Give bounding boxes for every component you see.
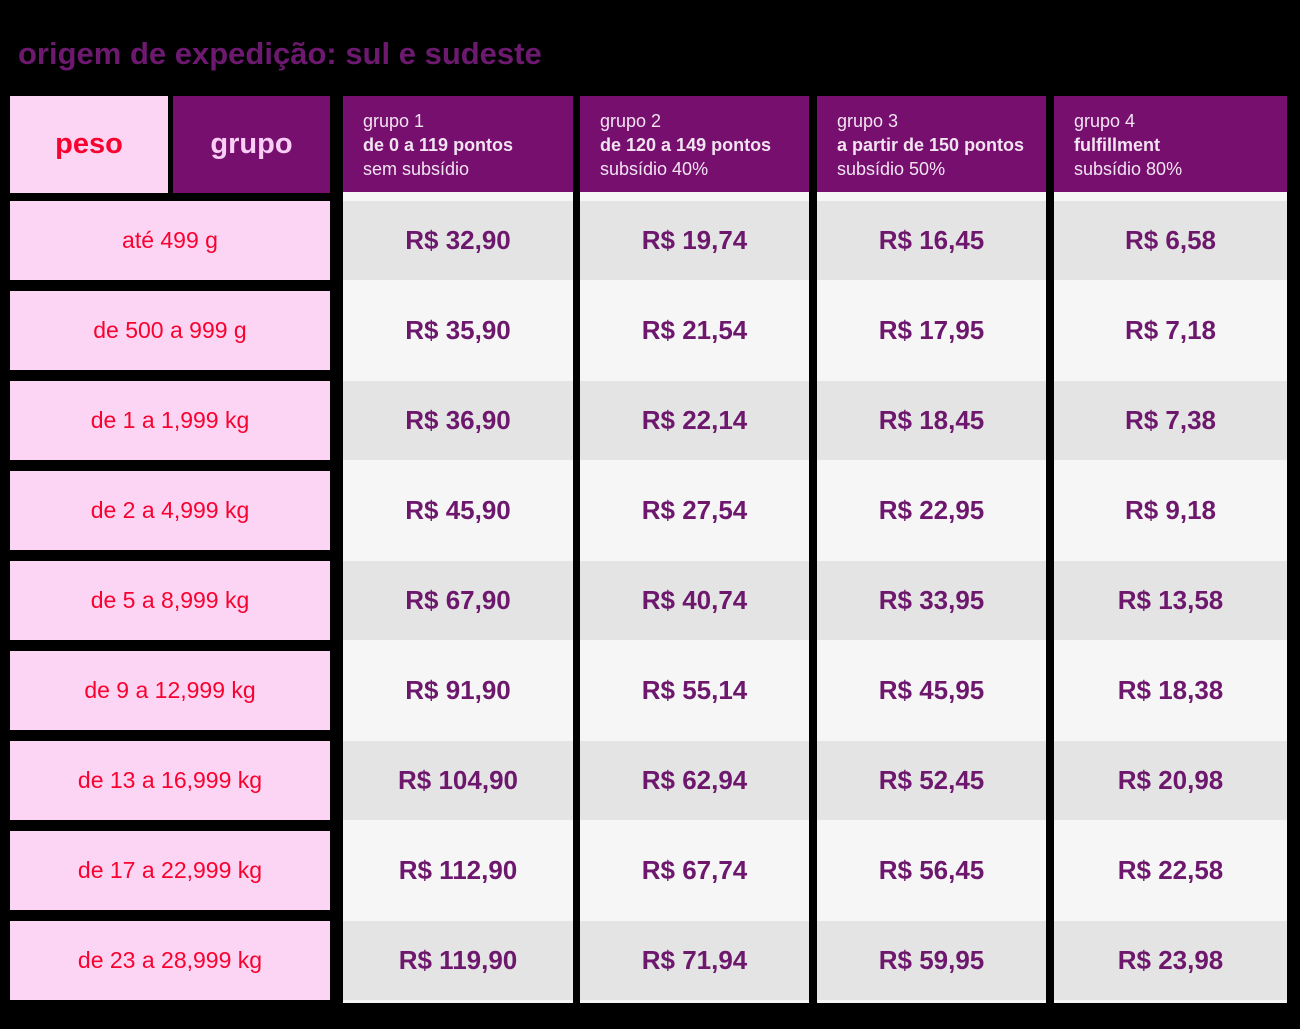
price-cell: R$ 23,98 <box>1054 921 1287 1000</box>
weight-range-cell: de 9 a 12,999 kg <box>10 651 330 730</box>
price-cell: R$ 22,14 <box>580 381 809 460</box>
grupo-header-label: grupo <box>210 128 293 160</box>
price-cell: R$ 104,90 <box>343 741 573 820</box>
group-header: grupo 1 de 0 a 119 pontos sem subsídio <box>343 96 573 193</box>
page-title: origem de expedição: sul e sudeste <box>18 36 542 71</box>
group-points-range: de 120 a 149 pontos <box>600 134 772 155</box>
group-points-range: a partir de 150 pontos <box>837 134 1025 155</box>
grupo-column-header: grupo <box>173 96 330 193</box>
price-column-strip: R$ 16,45 R$ 17,95 R$ 18,45 R$ 22,95 R$ 33,95… <box>817 192 1046 1003</box>
group-subsidy: subsídio 40% <box>600 158 709 179</box>
price-cell: R$ 6,58 <box>1054 201 1287 280</box>
weight-range-cell: de 1 a 1,999 kg <box>10 381 330 460</box>
price-cell: R$ 32,90 <box>343 201 573 280</box>
price-cell: R$ 45,90 <box>405 495 511 525</box>
price-cell: R$ 33,95 <box>817 561 1046 640</box>
weight-range-cell: de 23 a 28,999 kg <box>10 921 330 1000</box>
price-cell: R$ 35,90 <box>405 315 511 345</box>
price-cell: R$ 67,74 <box>641 855 748 885</box>
group-name: grupo 4 <box>1074 110 1136 131</box>
group-name: grupo 1 <box>363 110 425 131</box>
weight-range-cell: de 13 a 16,999 kg <box>10 741 330 820</box>
weight-range-cell: até 499 g <box>10 201 330 280</box>
price-cell: R$ 40,74 <box>580 561 809 640</box>
weight-range-cell: de 5 a 8,999 kg <box>10 561 330 640</box>
price-column-strip: R$ 6,58 R$ 7,18 R$ 7,38 R$ 9,18 R$ 13,58 R$ 1… <box>1054 192 1287 1003</box>
weight-range-cell: de 17 a 22,999 kg <box>10 831 330 910</box>
price-cell: R$ 67,90 <box>343 561 573 640</box>
price-cell: R$ 20,98 <box>1054 741 1287 820</box>
peso-column-header: peso <box>10 96 168 193</box>
price-cell: R$ 55,14 <box>641 675 748 705</box>
price-cell: R$ 13,58 <box>1054 561 1287 640</box>
price-column-strip: R$ 32,90 R$ 35,90 R$ 36,90 R$ 45,90 R$ 67,90… <box>343 192 573 1003</box>
price-cell: R$ 119,90 <box>343 921 573 1000</box>
price-cell: R$ 17,95 <box>878 315 985 345</box>
group-subsidy: subsídio 80% <box>1074 158 1183 179</box>
price-cell: R$ 18,45 <box>817 381 1046 460</box>
price-cell: R$ 18,38 <box>1117 675 1224 705</box>
group-name: grupo 2 <box>600 110 662 131</box>
price-column-strip: R$ 19,74 R$ 21,54 R$ 22,14 R$ 27,54 R$ 40,74… <box>580 192 809 1003</box>
group-subsidy: sem subsídio <box>363 158 470 179</box>
price-cell: R$ 112,90 <box>398 855 518 885</box>
price-cell: R$ 27,54 <box>641 495 748 525</box>
price-cell: R$ 9,18 <box>1124 495 1217 525</box>
price-cell: R$ 59,95 <box>817 921 1046 1000</box>
price-cell: R$ 56,45 <box>878 855 985 885</box>
weight-range-cell: de 500 a 999 g <box>10 291 330 370</box>
price-cell: R$ 36,90 <box>343 381 573 460</box>
price-cell: R$ 62,94 <box>580 741 809 820</box>
price-cell: R$ 16,45 <box>817 201 1046 280</box>
price-cell: R$ 7,18 <box>1124 315 1217 345</box>
group-header: grupo 2 de 120 a 149 pontos subsídio 40% <box>580 96 809 193</box>
price-cell: R$ 19,74 <box>580 201 809 280</box>
group-points-range: de 0 a 119 pontos <box>363 134 514 155</box>
price-cell: R$ 52,45 <box>817 741 1046 820</box>
group-header: grupo 4 fulfillment subsídio 80% <box>1054 96 1287 193</box>
price-cell: R$ 7,38 <box>1054 381 1287 460</box>
price-cell: R$ 91,90 <box>405 675 511 705</box>
peso-header-label: peso <box>55 128 123 160</box>
price-cell: R$ 22,95 <box>878 495 985 525</box>
price-cell: R$ 45,95 <box>878 675 985 705</box>
price-cell: R$ 71,94 <box>580 921 809 1000</box>
price-cell: R$ 22,58 <box>1117 855 1224 885</box>
weight-range-cell: de 2 a 4,999 kg <box>10 471 330 550</box>
group-header: grupo 3 a partir de 150 pontos subsídio … <box>817 96 1046 193</box>
price-cell: R$ 21,54 <box>641 315 748 345</box>
group-subsidy: subsídio 50% <box>837 158 946 179</box>
group-name: grupo 3 <box>837 110 899 131</box>
group-points-range: fulfillment <box>1074 134 1160 155</box>
